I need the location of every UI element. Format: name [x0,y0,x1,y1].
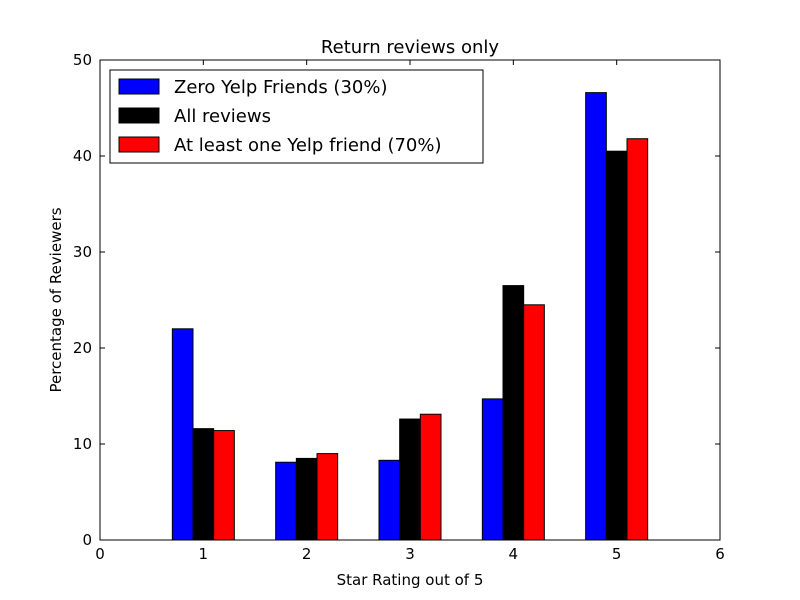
x-tick-label: 2 [302,545,312,563]
y-tick-label: 0 [82,531,92,549]
y-axis-label: Percentage of Reviewers [47,207,65,392]
bar-series-2-cat-2 [295,457,318,541]
bar-series-3-cat-2 [316,453,339,541]
y-tick-label: 50 [73,51,92,69]
bar-series-3-cat-1 [213,430,235,541]
legend-label-series-2: All reviews [174,106,271,127]
legend-frame [109,69,484,164]
bar-series-2-cat-5 [605,150,628,541]
x-tick-label: 3 [405,545,415,563]
legend-label-series-3: At least one Yelp friend (70%) [174,135,442,156]
bar-series-3-cat-3 [419,413,442,541]
bar-series-1-cat-3 [378,459,401,541]
bar-series-2-cat-4 [502,285,525,541]
legend: Zero Yelp Friends (30%) All reviews At lea… [109,69,484,164]
x-tick-label: 5 [612,545,622,563]
x-tick-label: 1 [199,545,209,563]
legend-swatch-series-2 [118,107,160,124]
y-tick-label: 10 [73,435,92,453]
legend-swatch-series-1 [118,78,160,95]
bar-series-2-cat-3 [399,418,421,541]
bars-group [171,92,649,541]
legend-label-series-1: Zero Yelp Friends (30%) [174,77,387,98]
bar-series-1-cat-1 [171,328,194,541]
chart-title: Return reviews only [321,37,500,58]
bar-series-1-cat-2 [275,461,297,541]
y-tick-label: 40 [73,147,92,165]
bar-series-3-cat-4 [523,304,545,541]
ticks-group: 0 1 2 3 4 5 6 0 10 20 30 40 50 [73,51,725,563]
legend-swatch-series-3 [118,136,160,153]
bar-series-2-cat-1 [192,428,215,541]
x-axis-label: Star Rating out of 5 [337,571,484,589]
x-tick-label: 0 [95,545,105,563]
y-tick-label: 30 [73,243,92,261]
bar-series-3-cat-5 [626,138,649,541]
x-tick-label: 4 [509,545,519,563]
x-tick-label: 6 [715,545,725,563]
bar-series-1-cat-5 [585,92,607,541]
y-tick-label: 20 [73,339,92,357]
bar-series-1-cat-4 [481,398,504,541]
